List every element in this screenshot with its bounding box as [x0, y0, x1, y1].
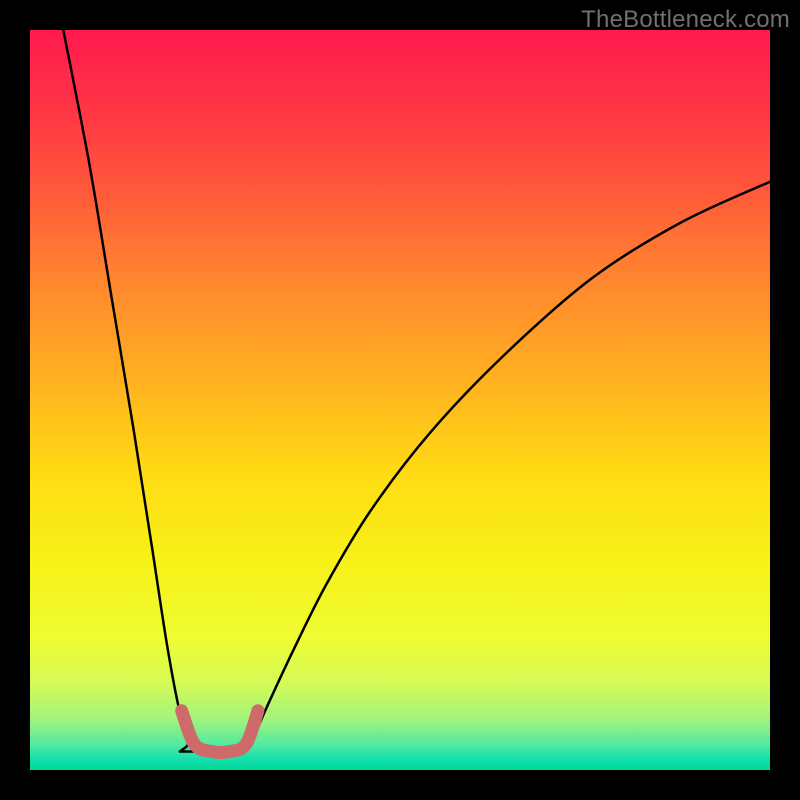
plot-area [30, 30, 770, 770]
chart-frame: TheBottleneck.com [0, 0, 800, 800]
gradient-background [30, 30, 770, 770]
bottleneck-chart-svg [30, 30, 770, 770]
